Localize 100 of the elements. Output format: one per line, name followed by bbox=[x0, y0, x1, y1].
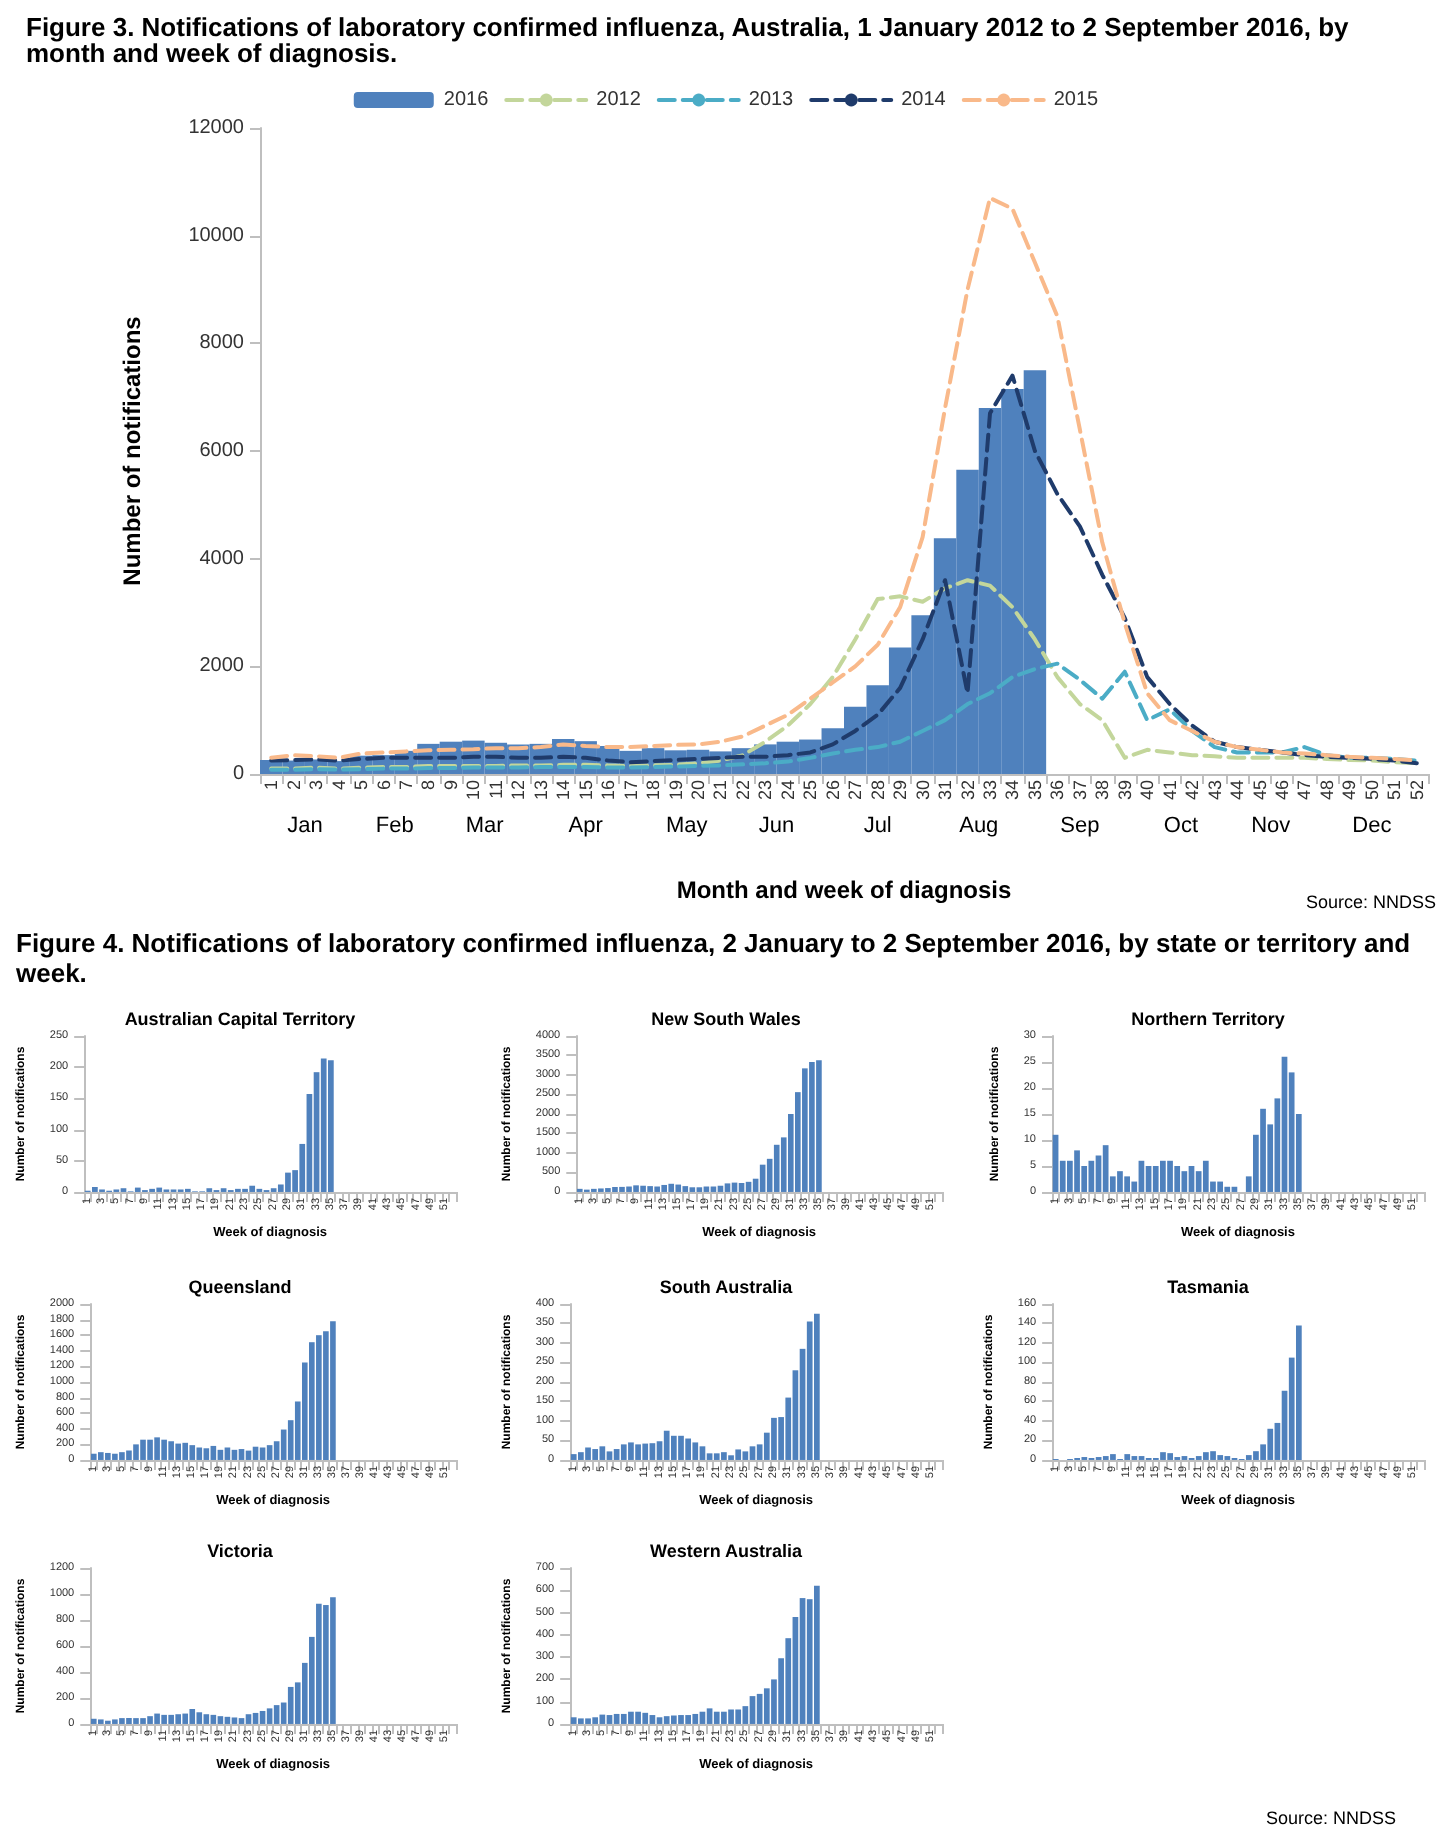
bar bbox=[742, 1451, 749, 1460]
bar bbox=[259, 1447, 266, 1460]
x-tick-label: 37 bbox=[1069, 780, 1090, 801]
bar bbox=[126, 1718, 132, 1724]
bar bbox=[182, 1442, 189, 1460]
x-tick-label: 4 bbox=[328, 780, 349, 791]
text: Oct bbox=[1163, 814, 1199, 838]
bar bbox=[802, 1068, 808, 1192]
bar bbox=[578, 1718, 584, 1724]
bar bbox=[713, 1453, 720, 1460]
bar bbox=[126, 1450, 132, 1460]
x-tick-label: 18 bbox=[643, 780, 664, 801]
bar bbox=[628, 1442, 634, 1460]
bar bbox=[1203, 1452, 1209, 1460]
bar bbox=[266, 1445, 273, 1460]
x-tick-label: 33 bbox=[980, 780, 1000, 801]
bar bbox=[1124, 1454, 1131, 1460]
text: Dec bbox=[1352, 814, 1393, 838]
x-tick-label: 43 bbox=[1204, 780, 1225, 801]
x-tick-label: 46 bbox=[1272, 780, 1292, 801]
y-axis-title: Number of notifications bbox=[118, 315, 146, 586]
bar bbox=[1260, 1108, 1266, 1192]
x-tick-label: 6 bbox=[373, 780, 394, 791]
bar bbox=[330, 1321, 336, 1460]
bar bbox=[670, 1435, 677, 1460]
text: Mar bbox=[465, 814, 505, 838]
x-tick-label: 19 bbox=[665, 780, 686, 801]
bar bbox=[1174, 1165, 1181, 1192]
x-tick-label: 20 bbox=[688, 780, 708, 801]
bar bbox=[724, 1183, 731, 1192]
bar bbox=[224, 1447, 231, 1460]
bar bbox=[809, 1062, 815, 1192]
bar bbox=[196, 1712, 203, 1724]
x-tick-label: 16 bbox=[598, 780, 619, 801]
bar bbox=[1296, 1325, 1302, 1460]
bar bbox=[749, 1446, 756, 1460]
bar bbox=[633, 1185, 639, 1192]
bar bbox=[738, 1183, 745, 1192]
x-tick-label: 52 bbox=[1406, 780, 1427, 801]
bar bbox=[816, 1060, 822, 1192]
x-tick-label: 29 bbox=[890, 780, 911, 801]
x-tick-label: 26 bbox=[822, 780, 843, 801]
bar bbox=[619, 1186, 625, 1192]
bar bbox=[706, 1708, 713, 1724]
legend-label: 2013 bbox=[748, 89, 795, 111]
bar bbox=[112, 1453, 118, 1460]
x-tick-label: 13 bbox=[530, 780, 551, 801]
bar bbox=[1088, 1160, 1095, 1192]
x-tick-label: 51 bbox=[1384, 780, 1405, 801]
caption: Figure 4. Notifications of laboratory confirmed influenza, 2 January to 2 September 2016, by state or territory and week. bbox=[16, 928, 1413, 988]
bar bbox=[133, 1444, 139, 1460]
legend-label: 2012 bbox=[596, 89, 642, 111]
bar bbox=[119, 1452, 125, 1460]
x-tick-label: 39 bbox=[1114, 780, 1135, 801]
x-tick-label: 15 bbox=[575, 780, 596, 801]
bar bbox=[606, 1451, 613, 1460]
text: May bbox=[665, 814, 709, 838]
bar bbox=[692, 1442, 699, 1460]
bar bbox=[1167, 1160, 1173, 1192]
x-tick-label: 14 bbox=[553, 780, 574, 801]
bar bbox=[814, 1313, 820, 1460]
x-axis-title: Month and week of diagnosis bbox=[676, 876, 1012, 904]
y-tick-label: 2000 bbox=[199, 655, 245, 678]
bar bbox=[1224, 1186, 1231, 1192]
x-tick-label: 24 bbox=[777, 780, 798, 801]
bar bbox=[140, 1718, 146, 1724]
bar bbox=[238, 1718, 245, 1724]
bar bbox=[570, 1454, 577, 1460]
bar bbox=[647, 1186, 653, 1192]
bar bbox=[266, 1708, 273, 1724]
bar bbox=[612, 1186, 618, 1192]
bar bbox=[735, 1709, 742, 1724]
bar bbox=[1074, 1150, 1080, 1192]
x-tick-label: 7 bbox=[396, 780, 416, 791]
bar bbox=[682, 1186, 689, 1192]
bar bbox=[735, 1449, 742, 1460]
y-tick-label: 6000 bbox=[199, 440, 245, 462]
x-tick-label: 30 bbox=[912, 780, 933, 801]
bar bbox=[756, 1693, 763, 1724]
x-tick-label: 35 bbox=[1024, 780, 1045, 801]
source-note: Source: NNDSS bbox=[1266, 1808, 1397, 1828]
x-tick-label: 10 bbox=[463, 780, 484, 801]
bar bbox=[273, 1705, 280, 1724]
bar bbox=[721, 1452, 727, 1460]
bar bbox=[147, 1439, 153, 1460]
x-tick-label: 36 bbox=[1047, 780, 1068, 801]
bar bbox=[678, 1715, 684, 1724]
x-tick-label: 50 bbox=[1361, 780, 1382, 801]
bar bbox=[147, 1716, 153, 1724]
x-tick-label: 40 bbox=[1137, 780, 1158, 801]
x-tick-label: 8 bbox=[418, 780, 439, 791]
bar bbox=[585, 1718, 591, 1724]
x-tick-label: 9 bbox=[440, 780, 461, 791]
bar bbox=[287, 1686, 294, 1724]
bar bbox=[1202, 1160, 1209, 1192]
text: Apr bbox=[568, 814, 604, 838]
x-tick-label: 31 bbox=[935, 780, 956, 801]
bar bbox=[249, 1185, 256, 1192]
bar bbox=[1102, 1145, 1109, 1192]
line-series bbox=[269, 373, 1419, 766]
